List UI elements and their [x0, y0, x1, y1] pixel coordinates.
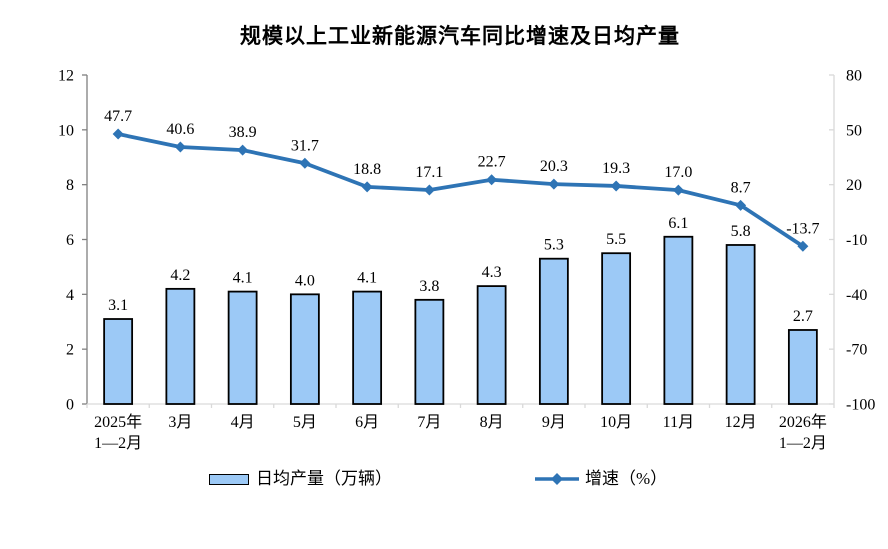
line-marker-diamond-icon [486, 174, 498, 186]
legend-item-daily-output: 日均产量（万辆） [209, 470, 392, 488]
bar-value-label: 6.1 [668, 215, 688, 232]
bar [601, 252, 632, 405]
bar [103, 318, 134, 405]
left-axis-tick-label: 0 [66, 397, 74, 414]
x-axis-label: 6月 [355, 414, 379, 431]
bar [352, 290, 383, 405]
left-axis-tick-label: 10 [58, 122, 74, 139]
line-value-label: 8.7 [731, 179, 751, 196]
line-marker-diamond-icon [361, 181, 373, 193]
bar [725, 244, 756, 405]
line-value-label: 40.6 [166, 121, 194, 138]
growth-line [117, 132, 804, 248]
x-axis-label: 3月 [168, 414, 192, 431]
x-axis-label: 8月 [480, 414, 504, 431]
bar-value-label: 3.8 [419, 278, 439, 295]
right-axis-tick-label: 80 [846, 68, 862, 85]
right-axis-tick-label: -40 [846, 287, 867, 304]
line-value-label: 20.3 [540, 158, 568, 175]
x-axis-label: 2025年 1—2月 [94, 413, 142, 452]
bar [414, 298, 445, 405]
left-axis-tick-label: 8 [66, 177, 74, 194]
line-marker-diamond-icon [299, 157, 311, 169]
line-marker-diamond-icon [610, 180, 622, 192]
bar-value-label: 4.1 [357, 270, 377, 287]
bar-value-label: 4.0 [295, 272, 315, 289]
bar [663, 235, 694, 405]
line-marker-diamond-icon [423, 184, 435, 196]
legend-diamond-icon [551, 473, 563, 485]
x-axis-label: 5月 [293, 414, 317, 431]
line-marker-diamond-icon [672, 184, 684, 196]
line-value-label: 38.9 [229, 124, 257, 141]
line-value-label: 17.1 [415, 164, 443, 181]
bar-value-label: 2.7 [793, 308, 813, 325]
line-marker-diamond-icon [548, 178, 560, 190]
line-value-label: 19.3 [602, 160, 630, 177]
right-axis-tick-label: 20 [846, 177, 862, 194]
bar [165, 287, 196, 405]
bar-value-label: 4.3 [482, 264, 502, 281]
left-axis-tick-label: 6 [66, 232, 74, 249]
line-value-label: 47.7 [104, 108, 132, 125]
bar [227, 290, 258, 405]
bar-value-label: 3.1 [108, 297, 128, 314]
line-marker-diamond-icon [112, 128, 124, 140]
line-marker-diamond-icon [735, 199, 747, 211]
legend-label-growth: 增速（%） [585, 469, 668, 488]
bar-value-label: 4.2 [170, 267, 190, 284]
bar-value-label: 4.1 [233, 270, 253, 287]
bar [476, 285, 507, 405]
left-axis-tick-label: 4 [66, 287, 74, 304]
line-value-label: 22.7 [478, 154, 506, 171]
line-value-label: 17.0 [664, 164, 692, 181]
right-axis-tick-label: -70 [846, 342, 867, 359]
right-axis-tick-label: -100 [846, 397, 875, 414]
x-axis-label: 12月 [725, 414, 757, 431]
legend-item-growth: 增速（%） [534, 470, 667, 488]
bar [289, 293, 320, 405]
x-axis-label: 11月 [663, 414, 694, 431]
chart-title: 规模以上工业新能源汽车同比增速及日均产量 [240, 25, 680, 48]
bar-value-label: 5.8 [731, 223, 751, 240]
line-marker-diamond-icon [174, 141, 186, 153]
line-value-label: 18.8 [353, 161, 381, 178]
legend-label-daily-output: 日均产量（万辆） [256, 469, 392, 488]
bar [538, 257, 569, 405]
bar-value-label: 5.5 [606, 231, 626, 248]
left-axis-tick-label: 12 [58, 68, 74, 85]
x-axis-label: 2026年 1—2月 [779, 413, 827, 452]
right-axis-tick-label: -10 [846, 232, 867, 249]
line-marker-diamond-icon [797, 240, 809, 252]
right-axis-tick-label: 50 [846, 122, 862, 139]
x-axis-label: 7月 [417, 414, 441, 431]
line-value-label: 31.7 [291, 137, 319, 154]
line-marker-diamond-icon [237, 144, 249, 156]
line-series-swatch [535, 473, 579, 485]
x-axis-label: 10月 [600, 414, 632, 431]
x-axis-label: 4月 [231, 414, 255, 431]
bar-series-swatch [209, 473, 249, 485]
line-value-label: -13.7 [786, 220, 819, 237]
bar [787, 329, 818, 405]
x-axis-label: 9月 [542, 414, 566, 431]
left-axis-tick-label: 2 [66, 342, 74, 359]
bar-value-label: 5.3 [544, 237, 564, 254]
